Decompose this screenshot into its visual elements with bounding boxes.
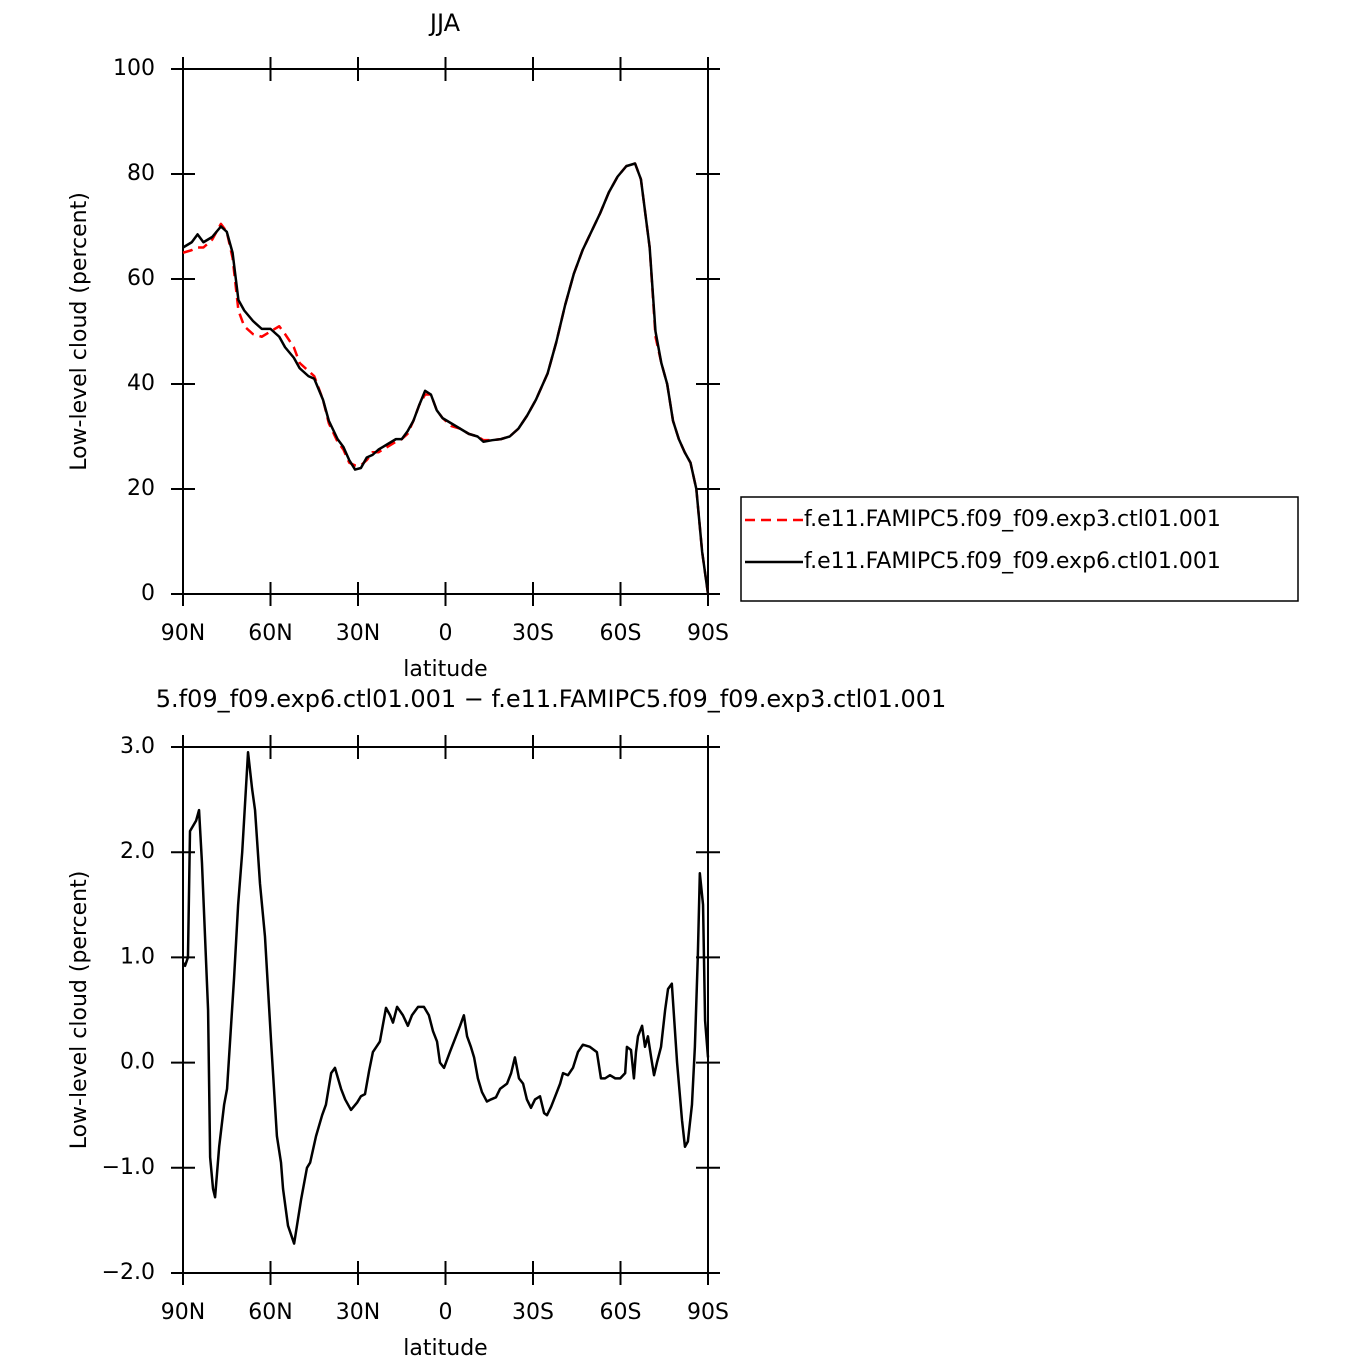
x-tick-label: 60S [600,1300,642,1325]
legend-box [740,496,1299,602]
y-tick-label: 40 [127,371,155,396]
x-tick-label: 90N [161,621,205,646]
legend-label: f.e11.FAMIPC5.f09_f09.exp3.ctl01.001 [804,507,1221,532]
data-line [182,162,710,595]
y-axis-label: Low-level cloud (percent) [67,192,92,471]
x-tick-label: 0 [439,1300,453,1325]
x-tick-label: 90S [687,621,729,646]
legend-label: f.e11.FAMIPC5.f09_f09.exp6.ctl01.001 [804,549,1221,574]
data-line [182,162,710,595]
data-line [181,751,710,1245]
plot-frame [182,68,709,595]
chart-title: 5.f09_f09.exp6.ctl01.001 − f.e11.FAMIPC5… [156,685,947,713]
x-tick-label: 60S [600,621,642,646]
x-tick-label: 90N [161,1300,205,1325]
y-tick-label: 1.0 [120,944,155,969]
x-tick-label: 90S [687,1300,729,1325]
x-tick-label: 60N [248,621,292,646]
plot-frame [182,746,709,1274]
y-tick-label: −1.0 [102,1155,155,1180]
x-axis-label: latitude [403,657,487,682]
y-tick-label: 100 [113,56,155,81]
x-tick-label: 30S [512,1300,554,1325]
x-tick-label: 30N [336,1300,380,1325]
x-axis-label: latitude [403,1336,487,1361]
y-tick-label: 3.0 [120,734,155,759]
y-axis-label: Low-level cloud (percent) [67,871,92,1150]
y-tick-label: −2.0 [102,1260,155,1285]
y-tick-label: 0 [141,581,155,606]
x-tick-label: 30S [512,621,554,646]
chart-title: JJA [428,9,461,37]
x-tick-label: 60N [248,1300,292,1325]
x-tick-label: 30N [336,621,380,646]
y-tick-label: 20 [127,476,155,501]
y-tick-label: 0.0 [120,1050,155,1075]
y-tick-label: 2.0 [120,839,155,864]
y-tick-label: 60 [127,266,155,291]
y-tick-label: 80 [127,161,155,186]
x-tick-label: 0 [439,621,453,646]
